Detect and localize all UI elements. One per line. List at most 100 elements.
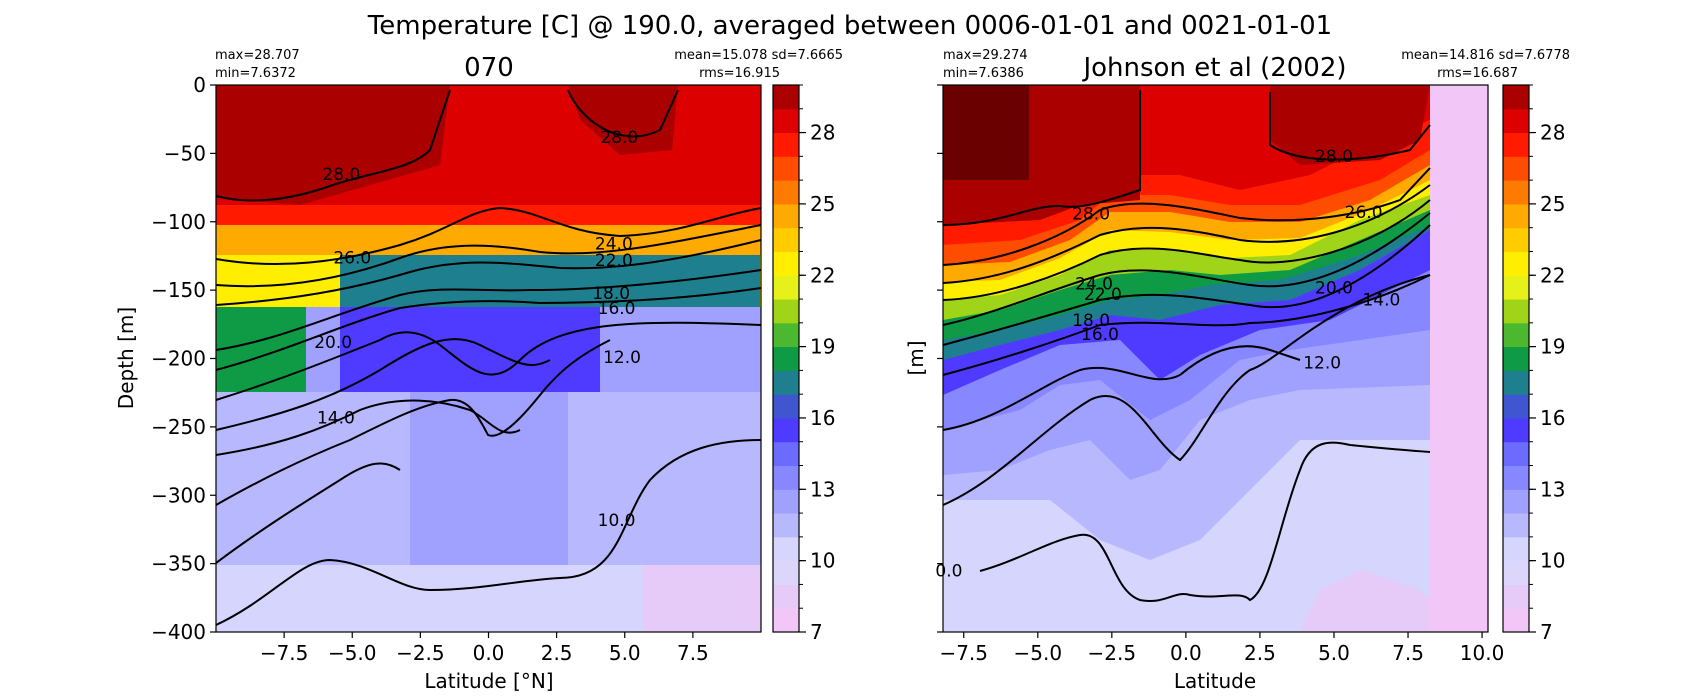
contour-26 [942, 167, 1431, 266]
contour-label-text: 28.0 [600, 128, 638, 148]
contour-label-text: 14.0 [317, 408, 355, 428]
x-tick-label: 2.5 [1244, 641, 1276, 665]
contour-label-text: 12.0 [603, 348, 641, 368]
x-axis-label: Latitude [1174, 669, 1256, 693]
y-tick-label: −250 [151, 415, 206, 439]
contour-10 [215, 439, 762, 626]
contour-label: 14.0 [317, 408, 355, 428]
colorbar-tick-label: 19 [1540, 335, 1565, 359]
contour-26 [215, 206, 762, 266]
contour-28 [942, 90, 1141, 226]
contour-label: 16.0 [598, 299, 636, 319]
colorbar-swatch [1503, 536, 1529, 562]
x-tick-label: 7.5 [677, 641, 709, 665]
x-axis-label: Latitude [°N] [424, 669, 553, 693]
contour-label-text: 16.0 [598, 299, 636, 319]
contour-label-text: 20.0 [1315, 278, 1353, 298]
contour-label-text: 22.0 [595, 251, 633, 271]
contour-label: 16.0 [1081, 325, 1119, 345]
colorbar-swatch [773, 370, 799, 395]
x-tick-label: 10.0 [1460, 641, 1505, 665]
colorbar-swatch [773, 417, 799, 443]
colorbar-tick-label: 7 [810, 620, 823, 644]
colorbar-swatch [773, 608, 799, 633]
stat-min: min=7.6386 [943, 66, 1024, 81]
panel-title: 070 [464, 53, 514, 83]
colorbar-swatch [773, 132, 799, 157]
colorbar-swatch [773, 441, 799, 467]
colorbar-swatch [773, 584, 799, 609]
contour-label-text: 22.0 [1084, 285, 1122, 305]
contour-18 [215, 269, 762, 351]
colorbar-tick-label: 22 [1540, 263, 1565, 287]
stat-rms: rms=16.687 [1437, 66, 1518, 81]
axes-ticks: −7.5 −5.0 −2.5 0.0 2.5 5.0 7.5 0 −50 −100 −150 −200… [151, 73, 709, 665]
contour-label: 18.0 [1072, 311, 1110, 331]
colorbar-tick-label: 19 [810, 335, 835, 359]
colorbar-observed: 7 10 13 16 19 22 25 28 [1502, 84, 1565, 644]
colorbar-swatch [1503, 251, 1529, 276]
contour-label: 20.0 [314, 333, 352, 353]
contour-label: 12.0 [1303, 354, 1341, 374]
colorbar-swatch [1503, 227, 1529, 252]
contour-label: 24.0 [595, 235, 633, 255]
colorbar-swatch [1503, 275, 1529, 300]
core-29b [568, 85, 678, 155]
contour-24 [942, 184, 1431, 284]
contour-18 [942, 224, 1431, 346]
contour-label: 0.0 [935, 561, 962, 581]
contour-labels: 28.0 28.0 26.0 24.022.0 20.0 18.016.0 14.0 12.0… [935, 147, 1400, 581]
contours [942, 90, 1431, 603]
contour-label: 28.0 [1072, 205, 1110, 225]
stat-mean-sd: mean=14.816 sd=7.6778 [1401, 48, 1570, 63]
x-tick-label: 0.0 [1170, 641, 1202, 665]
figure-title: Temperature [C] @ 190.0, averaged betwee… [367, 11, 1332, 41]
colorbar-swatch [773, 513, 799, 538]
contour-label: 18.0 [592, 284, 630, 304]
contour-label-text: 28.0 [322, 165, 360, 185]
core-29b [1270, 85, 1430, 165]
contour-12 [215, 321, 762, 401]
colorbar-swatch [1503, 180, 1529, 205]
colorbar-tick-label: 10 [1540, 549, 1565, 573]
contour-label-text: 10.0 [598, 511, 636, 531]
stat-mean-sd: mean=15.078 sd=7.6665 [674, 48, 843, 63]
y-tick-label: −200 [151, 347, 206, 371]
y-tick-label: −400 [151, 620, 206, 644]
colorbar-swatch [1503, 489, 1529, 514]
colorbar-swatch [1503, 156, 1529, 181]
no-data-strip [1430, 85, 1488, 632]
colorbar-swatch [1503, 108, 1529, 134]
y-tick-label: −300 [151, 483, 206, 507]
colorbar-swatch [1503, 441, 1529, 467]
colorbar-swatch [773, 465, 799, 490]
colorbar-swatch [773, 108, 799, 134]
contour-label-text: 16.0 [1081, 325, 1119, 345]
colorbar-swatch [1503, 560, 1529, 585]
contour-label: 22.0 [1084, 285, 1122, 305]
x-tick-label: 7.5 [1392, 641, 1424, 665]
colorbar-frame [1502, 84, 1530, 633]
x-tick-label: −2.5 [396, 641, 445, 665]
contour-label: 24.0 [1075, 274, 1113, 294]
contour-12 [942, 345, 1301, 431]
contour-28b [1269, 92, 1431, 161]
colorbar-swatch [773, 299, 799, 324]
stat-min: min=7.6372 [215, 66, 296, 81]
colorbar-swatch [1503, 132, 1529, 157]
x-tick-label: 0.0 [473, 641, 505, 665]
colorbar-swatch [773, 85, 799, 110]
y-axis-label: Depth [m] [114, 307, 138, 409]
colorbar-tick-label: 13 [1540, 477, 1565, 501]
colorbar-swatch [773, 560, 799, 585]
x-tick-label: 5.0 [609, 641, 641, 665]
contour-10 [979, 441, 1431, 603]
colorbar-tick-label: 16 [810, 406, 835, 430]
stat-max: max=29.274 [943, 48, 1028, 63]
panel-title: Johnson et al (2002) [1081, 53, 1346, 83]
contour-label: 26.0 [333, 248, 371, 268]
contour-label: 12.0 [603, 348, 641, 368]
colorbar-swatch [1503, 465, 1529, 490]
contour-label: 28.0 [1315, 147, 1353, 167]
colorbar-swatch [1503, 417, 1529, 443]
